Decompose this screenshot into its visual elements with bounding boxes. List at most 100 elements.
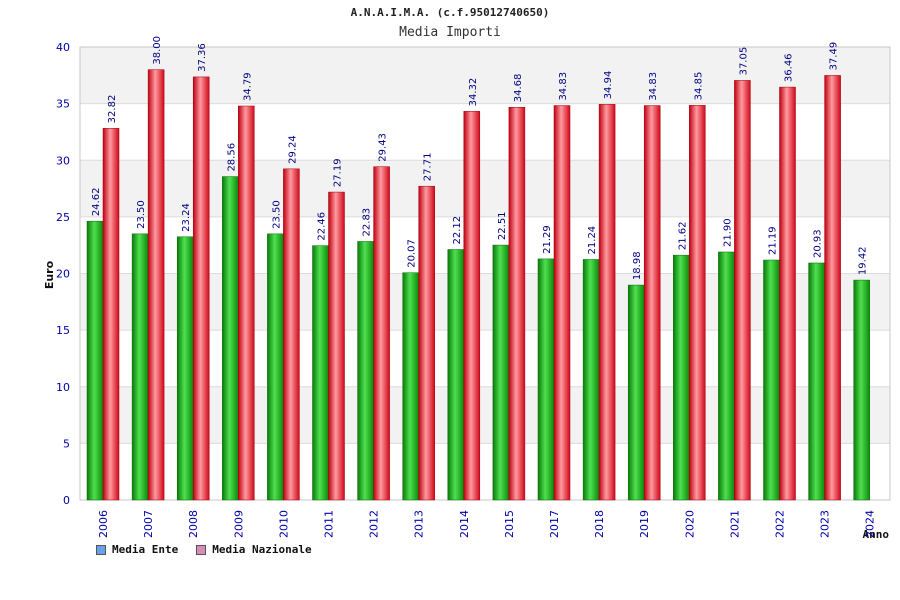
chart-title: A.N.A.I.M.A. (c.f.95012740650) [350,6,550,19]
bar-media-ente [447,249,465,501]
bar-media-ente [492,244,510,501]
x-tick-label: 2006 [97,510,110,538]
data-label-media-nazionale: 37.05 [738,47,749,76]
x-tick-label: 2013 [413,510,426,538]
bar-media-nazionale [102,128,120,501]
data-label-media-nazionale: 29.43 [378,133,389,162]
y-tick-label: 40 [56,41,70,54]
x-tick-label: 2019 [638,510,651,538]
bar-media-ente [673,254,690,501]
data-label-media-ente: 20.07 [407,239,418,268]
legend-item-nazionale: Media Nazionale [196,543,312,556]
bar-media-ente [853,279,870,501]
y-tick-label: 5 [63,437,70,450]
data-label-media-ente: 21.90 [722,218,733,247]
legend-label-ente: Media Ente [112,543,179,556]
bar-media-nazionale [598,104,616,501]
x-tick-label: 2023 [819,510,832,538]
x-tick-label: 2008 [187,510,200,538]
x-tick-label: 2015 [503,510,516,538]
grid-band [80,47,890,104]
y-tick-label: 35 [56,98,70,111]
bar-media-nazionale [553,105,571,501]
x-tick-label: 2007 [142,510,155,538]
data-label-media-ente: 23.24 [181,203,192,232]
bar-media-ente [627,284,645,501]
data-label-media-nazionale: 37.49 [829,42,840,71]
x-tick-label: 2009 [232,510,245,538]
data-label-media-ente: 21.62 [677,222,688,251]
bar-media-nazionale [734,80,751,501]
bar-media-ente [537,258,555,501]
bar-media-nazionale [147,69,165,501]
chart-subtitle: Media Importi [399,25,501,40]
y-tick-label: 10 [56,381,70,394]
x-axis-label: Anno [863,528,890,541]
grid-band [80,330,890,387]
data-label-media-ente: 22.83 [362,208,373,237]
data-label-media-ente: 20.93 [813,229,824,258]
data-label-media-nazionale: 27.19 [333,158,344,187]
data-label-media-ente: 21.24 [587,226,598,255]
grid-band [80,103,890,161]
data-label-media-nazionale: 34.32 [468,78,479,107]
y-tick-label: 20 [56,268,70,281]
grid-band [80,386,890,444]
x-tick-label: 2024 [864,510,877,538]
data-label-media-nazionale: 29.24 [287,135,298,164]
x-tick-label: 2014 [458,510,471,538]
bar-media-ente [176,236,194,501]
bar-media-nazionale [779,86,796,501]
chart-legend: Media Ente Media Nazionale [96,543,312,556]
data-label-media-nazionale: 34.85 [693,72,704,101]
legend-label-nazionale: Media Nazionale [212,543,312,556]
bar-media-ente [357,241,374,501]
x-tick-label: 2020 [683,510,696,538]
bar-media-nazionale [373,166,390,501]
legend-swatch-nazionale [196,544,207,555]
data-label-media-ente: 28.56 [226,143,237,172]
x-tick-label: 2021 [728,510,741,538]
grid-band [80,160,890,217]
data-label-media-ente: 23.50 [271,200,282,229]
data-label-media-nazionale: 36.46 [784,53,795,82]
data-label-media-nazionale: 34.94 [603,71,614,100]
bar-media-nazionale [328,191,345,501]
legend-item-ente: Media Ente [96,543,178,556]
data-label-media-ente: 21.19 [768,226,779,255]
bar-media-nazionale [643,105,661,501]
data-label-media-nazionale: 27.71 [423,153,434,182]
bar-media-ente [718,251,735,501]
y-tick-label: 0 [63,494,70,507]
y-tick-label: 30 [56,154,70,167]
bar-media-ente [131,233,149,501]
data-label-media-ente: 23.50 [136,200,147,229]
bar-media-ente [808,262,825,501]
x-tick-label: 2012 [368,510,381,538]
bar-media-nazionale [824,75,841,501]
x-tick-label: 2017 [548,510,561,538]
data-label-media-nazionale: 34.79 [242,72,253,101]
bar-media-ente [222,176,239,501]
y-tick-label: 25 [56,211,70,224]
data-label-media-ente: 19.42 [858,246,869,275]
bar-media-ente [267,233,284,501]
bar-media-ente [312,245,329,501]
data-label-media-nazionale: 34.83 [558,72,569,101]
legend-swatch-ente [96,544,106,555]
data-label-media-ente: 21.29 [542,225,553,254]
data-label-media-nazionale: 34.68 [513,74,524,103]
bar-media-nazionale [283,168,300,501]
x-tick-label: 2010 [277,510,290,538]
grid-band [80,273,890,331]
bar-media-nazionale [689,105,706,501]
data-label-media-ente: 24.62 [91,188,102,217]
data-label-media-ente: 18.98 [632,251,643,280]
grid-band [80,443,890,500]
bar-media-nazionale [192,76,210,501]
bar-media-ente [763,259,780,501]
bar-media-ente [582,259,600,501]
grid-band [80,216,890,274]
x-tick-label: 2011 [323,510,336,538]
